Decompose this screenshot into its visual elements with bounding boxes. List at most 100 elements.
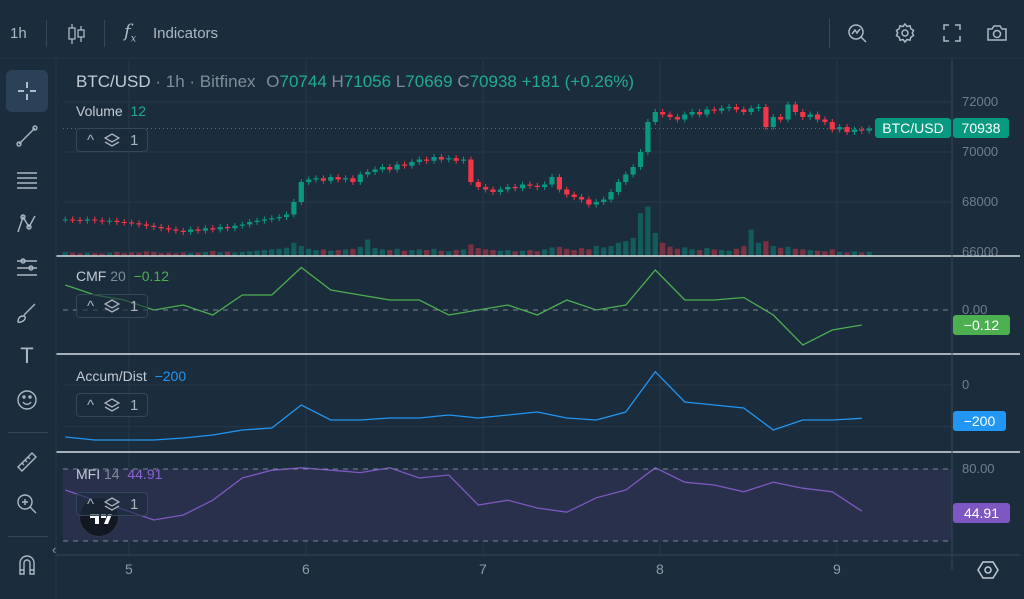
- candle-body: [84, 219, 91, 221]
- volume-value: 12: [130, 103, 147, 119]
- collapse-icon[interactable]: ^: [87, 396, 95, 414]
- collapse-icon[interactable]: ^: [87, 131, 95, 149]
- candle-body: [232, 225, 238, 229]
- volume-bar: [578, 248, 585, 256]
- candle-body: [438, 157, 445, 160]
- chart-search-icon[interactable]: [843, 19, 871, 47]
- scroll-left-icon[interactable]: ‹: [52, 542, 57, 557]
- ruler-icon[interactable]: [13, 448, 41, 476]
- volume-bar: [70, 252, 76, 256]
- layers-icon[interactable]: [104, 398, 121, 412]
- zoom-in-icon[interactable]: [13, 490, 41, 518]
- candle-body: [342, 178, 349, 180]
- candle-body: [682, 114, 688, 120]
- volume-bar: [741, 246, 747, 256]
- volume-bar: [438, 250, 445, 256]
- symbol-name[interactable]: BTC/USD: [76, 72, 151, 91]
- time-tick: 9: [833, 561, 841, 577]
- indicators-button[interactable]: Indicators: [153, 25, 219, 42]
- interval-button[interactable]: 1h: [10, 25, 27, 42]
- price-tick: 70000: [962, 144, 999, 159]
- candle-body: [542, 184, 548, 187]
- pane-controls[interactable]: ^ 1: [76, 128, 148, 152]
- pane-controls[interactable]: ^ 1: [76, 393, 148, 417]
- volume-bar: [556, 246, 563, 256]
- fib-icon[interactable]: [13, 166, 41, 194]
- candle-body: [129, 222, 135, 224]
- text-tool-glyph: T: [20, 343, 34, 368]
- gear-icon[interactable]: [891, 19, 919, 47]
- collapse-icon[interactable]: ^: [87, 495, 95, 513]
- volume-bar: [733, 248, 740, 256]
- volume-bar: [62, 252, 68, 256]
- candle-body: [785, 104, 791, 120]
- layers-icon[interactable]: [104, 299, 121, 313]
- volume-bar: [586, 249, 592, 256]
- volume-bar: [542, 249, 548, 256]
- pane-controls[interactable]: ^ 1: [76, 492, 148, 516]
- volume-bar: [497, 250, 504, 256]
- emoji-icon[interactable]: [13, 386, 41, 414]
- candle-body: [556, 177, 563, 190]
- candle-body: [711, 109, 717, 111]
- time-tick: 6: [302, 561, 310, 577]
- brush-icon[interactable]: [13, 299, 41, 327]
- layers-icon[interactable]: [104, 497, 121, 511]
- fx-icon[interactable]: fx: [124, 21, 137, 45]
- candle-body: [379, 167, 386, 170]
- cmf-legend[interactable]: CMF 20 −0.12: [76, 268, 169, 284]
- cmf-line: [65, 266, 862, 346]
- volume-bar: [92, 253, 98, 256]
- candle-body: [77, 220, 83, 221]
- magnet-icon[interactable]: [13, 551, 41, 579]
- fullscreen-icon[interactable]: [938, 19, 966, 47]
- candle-body: [704, 109, 710, 115]
- divider: [8, 432, 48, 433]
- ad-value: −200: [154, 368, 187, 384]
- volume-bar: [866, 252, 872, 256]
- candle-body: [475, 182, 481, 187]
- candle-body: [483, 187, 489, 190]
- collapse-icon[interactable]: ^: [87, 297, 95, 315]
- volume-bar: [136, 252, 142, 256]
- candlestick-icon[interactable]: [62, 20, 90, 48]
- candle-body: [814, 114, 821, 120]
- volume-bar: [357, 246, 363, 256]
- ad-legend[interactable]: Accum/Dist −200: [76, 368, 186, 384]
- chart-settings-icon[interactable]: [974, 556, 1002, 584]
- volume-bar: [401, 250, 408, 256]
- volume-bar: [519, 250, 526, 256]
- pattern-icon[interactable]: [13, 210, 41, 238]
- volume-legend[interactable]: Volume 12: [76, 103, 146, 119]
- mfi-legend[interactable]: MFI 14 44.91: [76, 466, 162, 482]
- volume-bar: [460, 249, 467, 256]
- volume-bar: [483, 249, 489, 256]
- volume-bar: [261, 250, 268, 256]
- low-label: L: [395, 72, 406, 91]
- change-value: +181 (+0.26%): [521, 72, 635, 91]
- pane-count: 1: [130, 131, 139, 149]
- pane-controls[interactable]: ^ 1: [76, 294, 148, 318]
- volume-bar: [571, 250, 577, 256]
- candle-body: [188, 229, 194, 232]
- candle-body: [239, 224, 245, 226]
- pane-count: 1: [130, 495, 139, 513]
- layers-icon[interactable]: [104, 133, 121, 147]
- camera-icon[interactable]: [983, 19, 1011, 47]
- volume-bar: [416, 249, 422, 256]
- volume-bar: [837, 252, 843, 256]
- trend-line-icon[interactable]: [13, 122, 41, 150]
- volume-bar: [696, 250, 703, 256]
- candle-body: [372, 169, 378, 172]
- volume-bar: [269, 249, 275, 256]
- candle-body: [490, 189, 496, 192]
- volume-bar: [195, 252, 201, 256]
- crosshair-tool[interactable]: [6, 70, 48, 112]
- volume-bar: [387, 250, 393, 256]
- forecast-icon[interactable]: [13, 254, 41, 282]
- candle-body: [615, 182, 622, 192]
- text-icon[interactable]: T: [13, 342, 41, 370]
- time-tick: 5: [125, 561, 133, 577]
- candle-body: [446, 158, 452, 160]
